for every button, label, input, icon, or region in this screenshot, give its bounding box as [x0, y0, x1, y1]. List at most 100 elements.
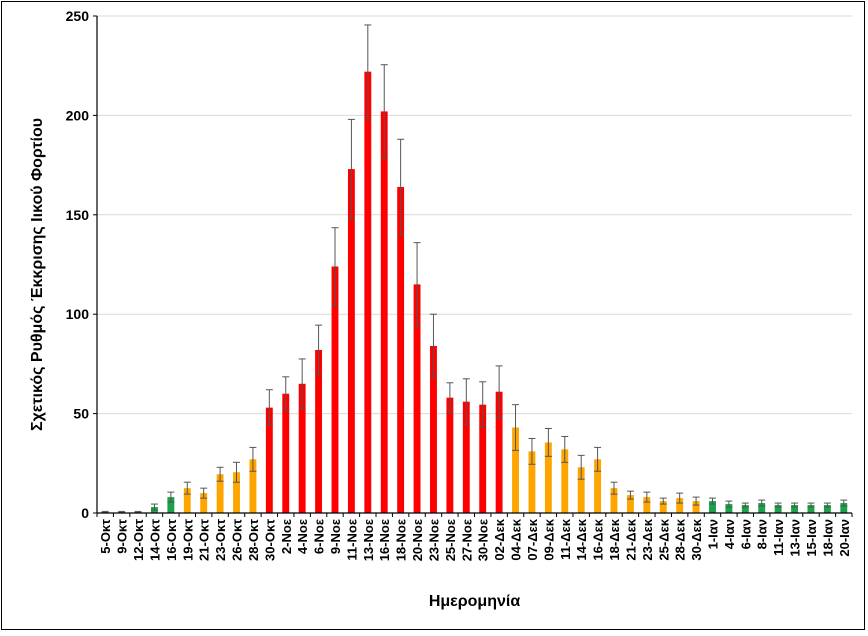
error-bar [265, 389, 273, 427]
error-bar [380, 64, 388, 159]
x-tick-label: 14-Δεκ [574, 518, 589, 560]
x-tick-label: 2-Νοε [279, 519, 294, 554]
x-tick-label: 20-Ιαν [837, 519, 852, 557]
x-tick-label: 27-Νοε [459, 519, 474, 561]
bar [561, 449, 569, 513]
x-tick-label: 6-Ιαν [738, 519, 753, 549]
x-tick-label: 9-Οκτ [115, 519, 130, 554]
error-bar [577, 454, 585, 480]
x-tick-label: 07-Δεκ [525, 518, 540, 560]
x-tick-label: 21-Οκτ [197, 519, 212, 561]
x-tick-label: 21-Δεκ [623, 518, 638, 560]
x-tick-label: 1-Ιαν [705, 519, 720, 549]
x-tick-label: 18-Νοε [394, 519, 409, 561]
y-tick-labels: 0 50 100 150 200 250 [66, 8, 90, 521]
error-bar [315, 324, 323, 376]
bar [413, 284, 421, 513]
error-bar [791, 502, 799, 508]
bar [430, 346, 437, 513]
x-tick-label: 25-Νοε [443, 519, 458, 561]
bar [692, 501, 700, 513]
error-bar [741, 502, 749, 508]
x-tick-label: 19-Οκτ [180, 519, 195, 561]
bar [380, 111, 388, 513]
bar [725, 504, 733, 513]
bar [364, 71, 372, 513]
error-bar [692, 496, 700, 506]
x-tick-label: 26-Οκτ [230, 519, 245, 561]
bar [626, 495, 634, 513]
error-bar [758, 499, 766, 507]
x-tick-label: 28-Δεκ [673, 518, 688, 560]
x-tick-label: 9-Νοε [328, 519, 343, 554]
bar [331, 266, 339, 513]
bar [791, 505, 799, 513]
bar [183, 488, 191, 513]
x-tick-label: 30-Νοε [476, 519, 491, 561]
error-bar [643, 491, 651, 503]
x-tick-label: 30-Οκτ [262, 519, 277, 561]
x-tick-labels: 5-Οκτ 9-Οκτ 12-Οκτ 14-Οκτ 16-Οκτ 19-Οκτ 21-Οκτ… [98, 518, 852, 561]
x-tick-label: 20-Νοε [410, 519, 425, 561]
bar [446, 397, 454, 513]
bar [282, 393, 290, 513]
x-tick-label: 16-Νοε [377, 519, 392, 561]
error-bar [183, 481, 191, 495]
axes [93, 15, 853, 517]
bar [594, 459, 602, 513]
x-tick-label: 13-Νοε [361, 519, 376, 561]
x-tick-label: 12-Οκτ [131, 519, 146, 561]
x-tick-label: 6-Νοε [312, 519, 327, 554]
x-tick-label: 23-Νοε [426, 519, 441, 561]
x-tick-label: 14-Οκτ [147, 519, 162, 561]
bar [774, 505, 782, 513]
error-bars [101, 24, 848, 514]
bar [528, 451, 536, 513]
x-tick-label: 30-Δεκ [689, 518, 704, 560]
error-bar [528, 437, 536, 465]
x-tick-label: 18-Δεκ [607, 518, 622, 560]
error-bar [659, 497, 667, 505]
x-tick-label: 5-Οκτ [98, 519, 113, 554]
x-axis-title: Ημερομηνία [429, 593, 521, 610]
error-bar [331, 227, 339, 306]
bar [544, 442, 552, 513]
x-tick-label: 15-Ιαν [804, 519, 819, 557]
x-tick-label: 16-Οκτ [164, 519, 179, 561]
x-tick-label: 4-Ιαν [722, 519, 737, 549]
bar [479, 404, 487, 513]
bar [265, 407, 273, 513]
x-tick-label: 11-Νοε [344, 519, 359, 561]
error-bar [610, 481, 618, 495]
bar [512, 427, 519, 513]
bar [577, 467, 585, 513]
error-bar [512, 404, 520, 451]
error-bar [298, 358, 306, 410]
bar [840, 503, 848, 513]
error-bar [594, 446, 602, 472]
error-bar [397, 138, 405, 236]
bar [659, 501, 667, 513]
bar [823, 505, 831, 513]
x-tick-label: 4-Νοε [295, 519, 310, 554]
error-bar [676, 492, 684, 504]
x-tick-label: 13-Ιαν [788, 519, 803, 557]
error-bar [495, 365, 503, 419]
error-bar [413, 242, 421, 327]
bar [676, 498, 684, 513]
error-bar [462, 378, 470, 426]
error-bar [479, 381, 487, 429]
x-tick-label: 23-Οκτ [213, 519, 228, 561]
x-tick-label: 8-Ιαν [755, 519, 770, 549]
bar [643, 497, 651, 513]
bar [397, 186, 405, 513]
error-bar [446, 382, 454, 414]
error-bar [216, 466, 224, 482]
bar [233, 472, 240, 513]
bar [462, 401, 470, 513]
y-tick-label: 150 [66, 207, 90, 223]
y-tick-label: 200 [66, 107, 90, 123]
bar [216, 474, 224, 513]
